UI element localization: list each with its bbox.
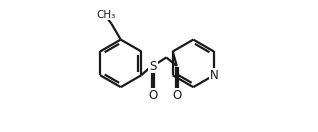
Text: S: S [149,60,157,72]
Text: O: O [172,89,182,102]
Text: CH₃: CH₃ [97,10,116,20]
Text: O: O [149,89,158,102]
Text: N: N [210,69,218,82]
